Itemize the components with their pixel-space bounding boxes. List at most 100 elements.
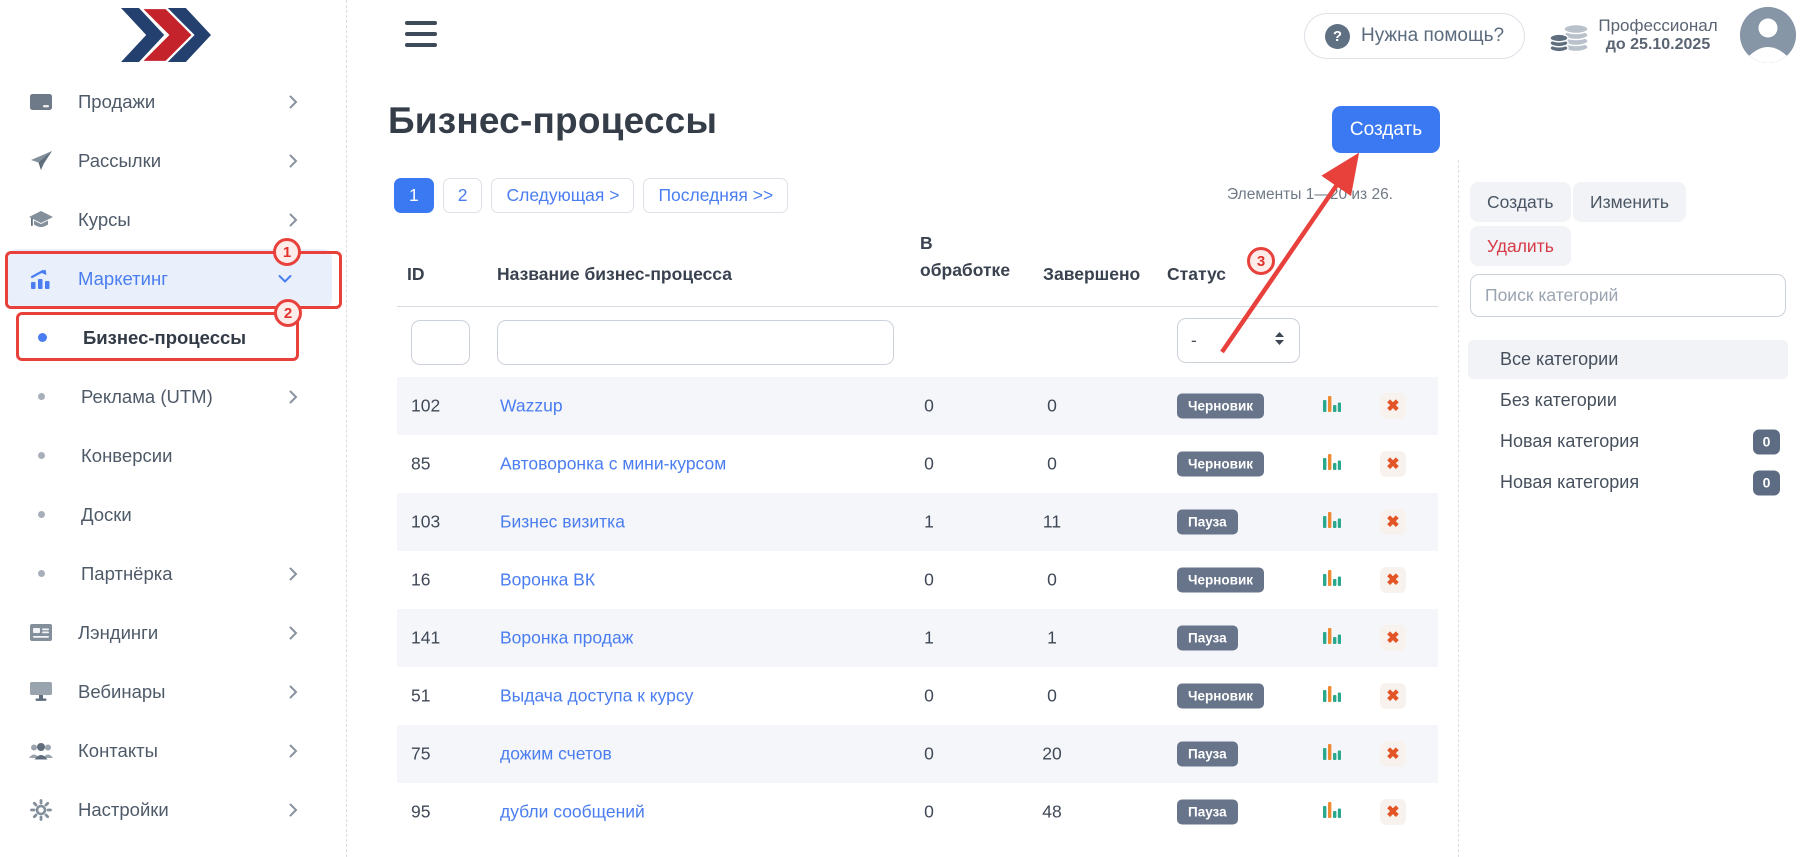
sidebar-item-label: Бизнес-процессы [83,326,247,348]
row-status: Черновик [1177,451,1264,477]
delete-cross-icon[interactable]: ✖ [1380,683,1406,709]
category-edit-button[interactable]: Изменить [1573,182,1686,222]
row-status: Черновик [1177,393,1264,419]
filter-id-input[interactable] [411,320,470,365]
stats-bar-chart-icon[interactable] [1322,800,1342,824]
sidebar-item-mailings[interactable]: Рассылки [0,131,338,190]
stats-bar-chart-icon[interactable] [1322,394,1342,418]
pagination: 1 2 Следующая > Последняя >> [394,178,789,213]
row-status: Пауза [1177,799,1238,825]
double-chevron-logo[interactable] [120,6,212,64]
user-avatar[interactable] [1740,7,1796,63]
chevron-right-icon [289,626,298,640]
table-row: 103 Бизнес визитка 1 11 Пауза ✖ [397,493,1438,551]
delete-cross-icon[interactable]: ✖ [1380,393,1406,419]
category-item-new-2[interactable]: Новая категория 0 [1468,463,1788,502]
stats-bar-chart-icon[interactable] [1322,742,1342,766]
stats-bar-chart-icon[interactable] [1322,452,1342,476]
row-name-link[interactable]: Автоворонка с мини-курсом [500,453,727,474]
sidebar-item-boards[interactable]: Доски [0,485,338,544]
row-completed-count: 11 [1042,511,1062,532]
category-label: Новая категория [1500,431,1640,451]
column-header-id[interactable]: ID [407,264,425,284]
row-name-link[interactable]: дожим счетов [500,743,612,764]
sidebar-item-webinars[interactable]: Вебинары [0,662,338,721]
row-id: 85 [411,453,431,474]
row-name-link[interactable]: дубли сообщений [500,801,645,822]
sidebar-item-label: Реклама (UTM) [81,385,213,407]
chevron-right-icon [289,213,298,227]
delete-cross-icon[interactable]: ✖ [1380,451,1406,477]
sidebar-item-business-processes[interactable]: Бизнес-процессы [0,308,338,367]
row-id: 51 [411,685,431,706]
delete-cross-icon[interactable]: ✖ [1380,799,1406,825]
delete-cross-icon[interactable]: ✖ [1380,741,1406,767]
sidebar-item-ads-utm[interactable]: Реклама (UTM) [0,367,338,426]
pagination-page-2[interactable]: 2 [442,178,483,213]
pagination-last[interactable]: Последняя >> [643,178,789,213]
stats-bar-chart-icon[interactable] [1322,510,1342,534]
stats-bar-chart-icon[interactable] [1322,626,1342,650]
column-header-name[interactable]: Название бизнес-процесса [497,264,732,284]
category-item-all[interactable]: Все категории [1468,340,1788,379]
category-count-badge: 0 [1753,470,1780,495]
delete-cross-icon[interactable]: ✖ [1380,567,1406,593]
row-name-link[interactable]: Выдача доступа к курсу [500,685,694,706]
row-status: Пауза [1177,509,1238,535]
row-completed-count: 48 [1042,801,1062,822]
status-badge: Пауза [1177,625,1238,651]
row-processing-count: 1 [924,627,934,648]
sidebar-item-label: Конверсии [81,444,173,466]
sidebar-item-courses[interactable]: Курсы [0,190,338,249]
row-name-link[interactable]: Wazzup [500,395,563,416]
status-badge: Пауза [1177,799,1238,825]
column-header-processing[interactable]: В обработке [920,233,1011,281]
sidebar: Продажи Рассылки Курсы [0,0,347,857]
right-panel-divider [1458,160,1459,857]
delete-cross-icon[interactable]: ✖ [1380,509,1406,535]
row-processing-count: 0 [924,743,934,764]
sidebar-item-label: Рассылки [78,149,162,171]
row-name-link[interactable]: Воронка ВК [500,569,596,590]
status-badge: Черновик [1177,393,1264,419]
create-button[interactable]: Создать [1332,106,1440,153]
stats-bar-chart-icon[interactable] [1322,684,1342,708]
page-title: Бизнес-процессы [388,100,718,141]
webinar-monitor-icon [26,679,56,705]
status-badge: Пауза [1177,741,1238,767]
sidebar-item-marketing[interactable]: Маркетинг [8,249,332,308]
status-badge: Черновик [1177,683,1264,709]
plan-name: Профессионал [1598,16,1718,35]
sidebar-item-conversions[interactable]: Конверсии [0,426,338,485]
sidebar-item-label: Настройки [78,798,169,820]
filter-status-select[interactable]: - [1177,318,1300,363]
column-header-status[interactable]: Статус [1167,264,1226,284]
sidebar-item-sales[interactable]: Продажи [0,72,338,131]
sidebar-item-contacts[interactable]: Контакты [0,721,338,780]
help-button[interactable]: ? Нужна помощь? [1304,13,1526,59]
column-header-completed[interactable]: Завершено [1043,264,1141,284]
category-delete-button[interactable]: Удалить [1470,226,1571,266]
delete-cross-icon[interactable]: ✖ [1380,625,1406,651]
row-name-link[interactable]: Воронка продаж [500,627,634,648]
pagination-page-1[interactable]: 1 [394,178,434,213]
row-name-link[interactable]: Бизнес визитка [500,511,625,532]
chevron-right-icon [289,154,298,168]
category-search-input[interactable] [1470,274,1786,317]
sidebar-nav: Продажи Рассылки Курсы [0,72,338,839]
pagination-next[interactable]: Следующая > [491,178,635,213]
hamburger-menu-icon[interactable] [405,21,437,47]
sidebar-item-partners[interactable]: Партнёрка [0,544,338,603]
row-id: 16 [411,569,431,590]
subscription-plan[interactable]: Профессионал до 25.10.2025 [1590,16,1726,54]
chevron-right-icon [289,744,298,758]
category-item-new-1[interactable]: Новая категория 0 [1468,422,1788,461]
row-completed-count: 0 [1047,395,1057,416]
category-item-none[interactable]: Без категории [1468,381,1788,420]
sidebar-item-landings[interactable]: Лэндинги [0,603,338,662]
sidebar-item-settings[interactable]: Настройки [0,780,338,839]
plan-until: до 25.10.2025 [1605,36,1711,53]
stats-bar-chart-icon[interactable] [1322,568,1342,592]
category-create-button[interactable]: Создать [1470,182,1571,222]
filter-name-input[interactable] [497,320,894,365]
